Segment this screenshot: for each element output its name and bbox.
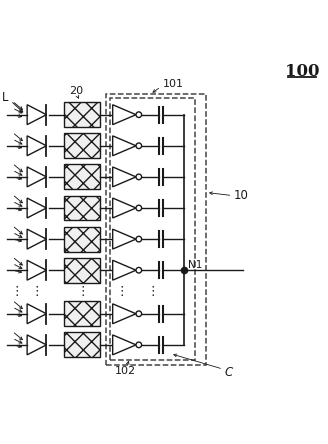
- Polygon shape: [113, 198, 136, 218]
- Circle shape: [136, 143, 142, 149]
- Polygon shape: [113, 105, 136, 125]
- Text: ⋮: ⋮: [147, 285, 159, 298]
- Polygon shape: [113, 260, 136, 280]
- Text: 102: 102: [114, 366, 136, 377]
- Bar: [65, 258, 100, 283]
- Bar: [65, 102, 100, 127]
- Text: 10: 10: [234, 189, 249, 202]
- Bar: [106, 94, 206, 365]
- Circle shape: [136, 205, 142, 211]
- Bar: [65, 301, 100, 326]
- Polygon shape: [113, 335, 136, 355]
- Polygon shape: [113, 304, 136, 324]
- Bar: [65, 227, 100, 252]
- Text: 101: 101: [162, 79, 183, 89]
- Bar: [65, 164, 100, 189]
- Text: ⋮: ⋮: [10, 285, 23, 298]
- Text: ⋮: ⋮: [76, 285, 89, 298]
- Text: C: C: [225, 366, 233, 379]
- Circle shape: [136, 311, 142, 317]
- Text: 100: 100: [285, 63, 320, 79]
- Text: ⋮: ⋮: [116, 285, 128, 298]
- Circle shape: [136, 342, 142, 348]
- Circle shape: [136, 236, 142, 242]
- Polygon shape: [113, 136, 136, 156]
- Polygon shape: [113, 167, 136, 187]
- Bar: [65, 133, 100, 158]
- Circle shape: [136, 267, 142, 273]
- Circle shape: [136, 174, 142, 180]
- Text: ⋮: ⋮: [30, 285, 43, 298]
- Circle shape: [136, 112, 142, 118]
- Text: N1: N1: [188, 260, 202, 270]
- Text: 20: 20: [69, 86, 83, 96]
- Bar: [110, 98, 195, 361]
- Bar: [65, 333, 100, 357]
- Polygon shape: [113, 229, 136, 249]
- Text: L: L: [2, 91, 9, 104]
- Bar: [65, 195, 100, 220]
